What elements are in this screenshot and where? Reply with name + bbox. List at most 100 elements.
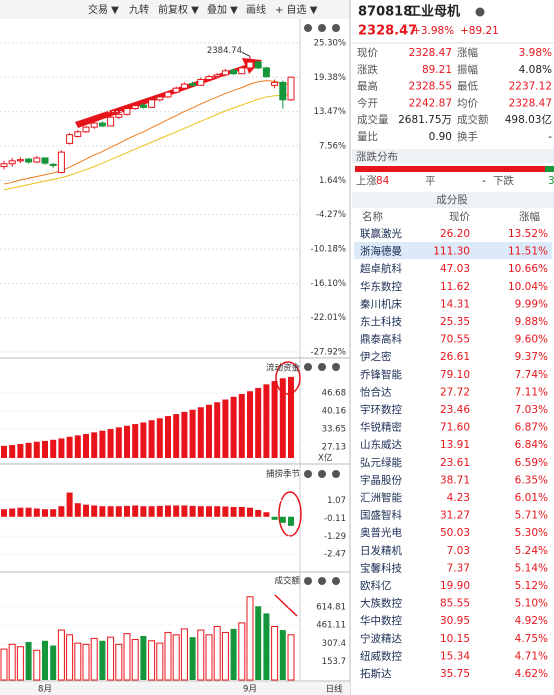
candle-body xyxy=(148,99,156,108)
bar xyxy=(50,509,57,517)
stock-name[interactable]: 联赢激光 xyxy=(360,227,402,240)
stock-price: 23.46 xyxy=(440,404,470,416)
stock-name[interactable]: 东土科技 xyxy=(360,315,402,328)
bar xyxy=(124,425,130,458)
candle-body xyxy=(172,87,180,93)
bar xyxy=(238,394,245,458)
quote-value: 2681.75万 xyxy=(398,114,452,126)
toolbar-button[interactable]: 交易 ▼ xyxy=(88,3,119,16)
bar xyxy=(74,503,81,517)
stock-name[interactable]: 超卓航科 xyxy=(360,262,402,275)
bar xyxy=(99,640,106,680)
candle-body xyxy=(98,122,106,127)
bar xyxy=(263,613,270,680)
stock-pct: 6.59% xyxy=(515,457,548,469)
candle-body xyxy=(49,163,57,166)
panel-icon xyxy=(318,24,326,32)
bar xyxy=(33,441,40,458)
x-tick-label: 8月 xyxy=(38,685,52,695)
stock-name[interactable]: 纽威数控 xyxy=(360,649,402,662)
up-bar xyxy=(355,166,545,172)
quote-label: 涨跌 xyxy=(357,63,378,76)
dist-label: 平 xyxy=(425,175,436,187)
stock-name[interactable]: 宇环数控 xyxy=(360,403,402,416)
candle-body xyxy=(262,67,270,78)
stock-name[interactable]: 秦川机床 xyxy=(360,297,402,310)
toolbar-button[interactable]: 前复权 ▼ xyxy=(158,3,199,16)
period-label[interactable]: 日线 xyxy=(325,684,343,695)
stock-pct: 4.62% xyxy=(515,668,548,680)
y-tick-label: 614.81 xyxy=(316,602,346,612)
bar xyxy=(255,509,262,517)
stock-pct: 9.88% xyxy=(515,316,548,328)
stock-name[interactable]: 拓斯达 xyxy=(360,667,392,680)
bar xyxy=(263,384,270,458)
stock-name[interactable]: 浙海德曼 xyxy=(360,245,402,258)
bar xyxy=(107,636,115,681)
stock-pct: 7.74% xyxy=(515,369,548,381)
quote-label: 今开 xyxy=(357,96,378,109)
annotation-line xyxy=(241,51,251,57)
stock-pct: 9.37% xyxy=(515,351,548,363)
stock-name[interactable]: 日发精机 xyxy=(360,544,402,557)
stock-pct: 6.84% xyxy=(515,439,548,451)
bar xyxy=(90,637,98,681)
quote-value: 3.98% xyxy=(519,47,552,59)
candle-body xyxy=(41,157,49,164)
stock-name[interactable]: 宝馨科技 xyxy=(360,561,402,574)
bar xyxy=(33,649,41,681)
candle-body xyxy=(180,83,188,89)
stock-name[interactable]: 华锐精密 xyxy=(360,421,402,434)
stock-name[interactable]: 乔锋智能 xyxy=(360,368,402,381)
stock-price: 47.03 xyxy=(440,263,470,275)
stock-name[interactable]: 弘元绿能 xyxy=(360,456,402,469)
toolbar-button[interactable]: + 自选 ▼ xyxy=(275,3,318,16)
bar xyxy=(25,442,32,458)
candle-body xyxy=(254,61,262,69)
stock-name[interactable]: 华中数控 xyxy=(360,614,402,627)
toolbar-button[interactable]: 九转 xyxy=(129,3,149,16)
stock-name[interactable]: 鼎泰高科 xyxy=(360,333,402,346)
stock-name[interactable]: 欧科亿 xyxy=(360,579,392,592)
highlight-circle xyxy=(278,491,302,537)
ma-line xyxy=(3,80,292,185)
bar xyxy=(115,506,122,517)
bar xyxy=(91,505,98,517)
candle-body xyxy=(238,67,246,75)
stock-name[interactable]: 伊之密 xyxy=(360,350,392,363)
stock-pct: 9.99% xyxy=(515,298,548,310)
toolbar-button[interactable]: 画线 xyxy=(246,3,266,16)
candle-body xyxy=(66,134,74,144)
quote-label: 现价 xyxy=(357,47,378,59)
stock-price: 7.37 xyxy=(447,562,470,574)
quote-label: 振幅 xyxy=(457,63,478,76)
bar xyxy=(50,439,57,458)
stock-name[interactable]: 奥普光电 xyxy=(360,526,402,539)
stock-name[interactable]: 山东威达 xyxy=(360,438,402,451)
candle-body xyxy=(205,76,213,81)
stock-name[interactable]: 怡合达 xyxy=(360,385,392,398)
stock-pct: 5.10% xyxy=(515,598,548,610)
panel-icon xyxy=(304,24,312,32)
stock-name[interactable]: 华东数控 xyxy=(360,280,402,293)
bar xyxy=(271,516,278,520)
bar xyxy=(91,432,98,458)
bar xyxy=(213,625,221,681)
toolbar-button[interactable]: 叠加 ▼ xyxy=(207,4,238,16)
bar xyxy=(246,596,254,681)
candle-body xyxy=(33,157,41,163)
stock-name[interactable]: 大族数控 xyxy=(360,597,402,610)
bar xyxy=(279,378,286,458)
quote-value: 2328.47 xyxy=(509,97,552,109)
stock-pct: 7.11% xyxy=(515,386,548,398)
stock-name[interactable]: 汇洲智能 xyxy=(360,491,402,504)
bar xyxy=(230,628,237,680)
y-tick-label: -27.92% xyxy=(311,348,346,358)
stock-name[interactable]: 宁波精达 xyxy=(360,632,402,645)
stock-pct: 9.60% xyxy=(515,334,548,346)
bar xyxy=(99,430,106,458)
stock-name[interactable]: 宇晶股份 xyxy=(360,473,402,486)
stock-name[interactable]: 国盛智科 xyxy=(360,509,402,522)
candle-body xyxy=(131,105,139,110)
